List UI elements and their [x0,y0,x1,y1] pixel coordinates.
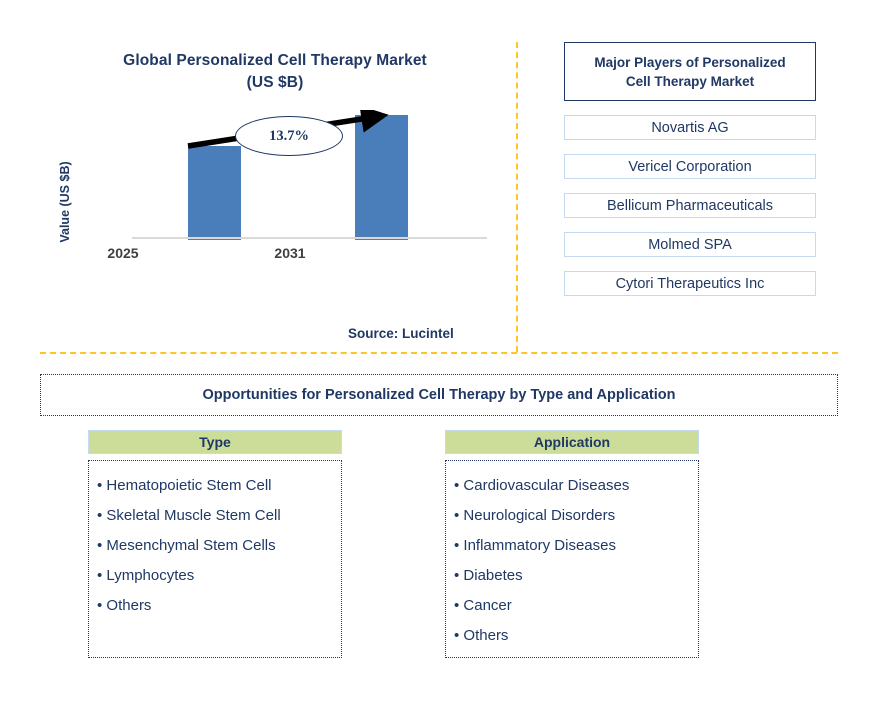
chart-title-line1: Global Personalized Cell Therapy Market [123,52,427,69]
list-item: • Skeletal Muscle Stem Cell [97,507,281,524]
list-item: • Neurological Disorders [454,507,616,524]
opportunities-banner: Opportunities for Personalized Cell Ther… [40,374,838,416]
list-item: • Cardiovascular Diseases [454,477,630,494]
chart-title-line2: (US $B) [246,74,304,91]
list-item: • Cancer [454,597,512,614]
horizontal-divider [40,352,838,354]
major-players-panel: Major Players of Personalized Cell Thera… [564,42,816,296]
player-item-molmed-spa: Molmed SPA [564,232,816,257]
cagr-callout: 13.7% [235,116,343,156]
source-note: Source: Lucintel [348,326,454,341]
application-column-header: Application [445,430,699,454]
list-item: • Diabetes [454,567,523,584]
chart-title: Global Personalized Cell Therapy Market … [40,50,510,94]
list-item: • Others [454,627,509,644]
chart-tick-2025: 2025 [107,245,139,261]
list-item: • Others [97,597,152,614]
chart-plot-area: 13.7% [132,110,487,240]
type-column: Type • Hematopoietic Stem Cell • Skeleta… [88,430,342,658]
application-column-list: • Cardiovascular Diseases • Neurological… [445,460,699,658]
type-column-list: • Hematopoietic Stem Cell • Skeletal Mus… [88,460,342,658]
bar-2031 [355,115,408,240]
type-column-header: Type [88,430,342,454]
player-item-novartis-ag: Novartis AG [564,115,816,140]
major-players-header-line1: Major Players of Personalized [594,54,786,70]
vertical-divider [516,42,518,352]
major-players-header-line2: Cell Therapy Market [625,73,755,89]
chart-tick-2031: 2031 [274,245,306,261]
player-item-bellicum-pharmaceuticals: Bellicum Pharmaceuticals [564,193,816,218]
chart-y-axis-label: Value (US $B) [58,161,72,243]
bar-2025 [188,146,241,240]
cagr-value: 13.7% [269,127,309,144]
market-chart-panel: Global Personalized Cell Therapy Market … [40,40,510,345]
application-column: Application • Cardiovascular Diseases • … [445,430,699,658]
player-item-cytori-therapeutics-inc: Cytori Therapeutics Inc [564,271,816,296]
list-item: • Inflammatory Diseases [454,537,616,554]
list-item: • Lymphocytes [97,567,195,584]
list-item: • Hematopoietic Stem Cell [97,477,272,494]
major-players-header: Major Players of Personalized Cell Thera… [564,42,816,101]
list-item: • Mesenchymal Stem Cells [97,537,276,554]
player-item-vericel-corporation: Vericel Corporation [564,154,816,179]
chart-axis-line [132,237,487,239]
